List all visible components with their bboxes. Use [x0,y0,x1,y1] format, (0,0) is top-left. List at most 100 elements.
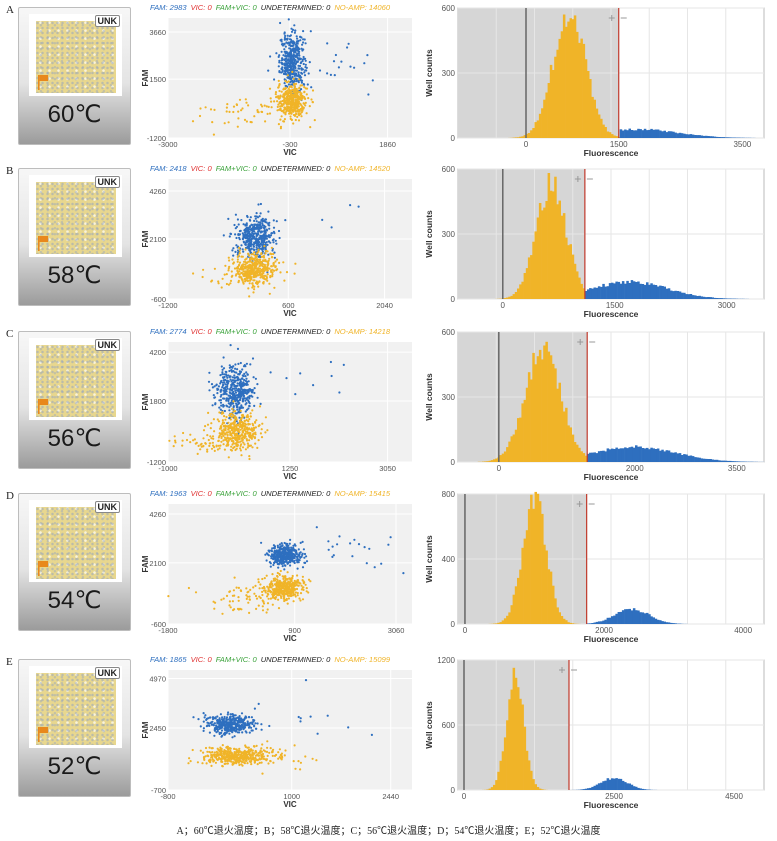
data-point [260,541,263,544]
data-point [285,578,289,581]
data-point [220,435,223,439]
data-point [222,597,225,600]
data-point [202,444,205,448]
data-point [387,543,390,546]
legend-undetermined: UNDETERMINED: 0 [261,327,331,336]
data-point [240,414,244,417]
threshold-handle-icon [608,15,627,21]
data-point [244,433,247,436]
data-point [290,591,293,594]
data-point [237,441,240,444]
data-point [188,757,191,760]
data-point [255,246,258,249]
data-point [237,400,240,404]
data-point [271,603,274,606]
no-amp-bar [497,622,500,624]
no-amp-bar [534,364,537,462]
data-point [238,390,241,393]
data-point [211,404,214,407]
fam-bar [656,619,660,624]
fam-bar [667,450,671,462]
no-amp-bar [521,547,524,624]
data-point [277,123,280,126]
fam-bar [733,461,736,462]
data-point [239,378,242,381]
no-amp-bar [576,444,579,462]
data-point [264,218,267,221]
data-point [267,762,270,765]
data-point [278,579,281,582]
fam-bar [713,297,717,299]
data-point [241,731,244,734]
data-point [277,97,281,100]
no-amp-bar [547,83,551,138]
data-point [221,419,224,422]
data-point [287,557,290,560]
legend-vic: VIC: 0 [191,489,213,498]
data-point [280,90,283,93]
data-point [266,112,269,115]
data-point [261,273,264,276]
data-point [275,242,278,245]
noamp-cluster [187,744,283,775]
threshold-handle-icon [574,176,593,182]
data-point [270,232,273,235]
data-point [264,237,267,240]
data-point [240,404,243,407]
data-point [255,727,258,730]
data-point [261,772,264,775]
no-amp-bar [558,38,561,138]
data-point [353,538,356,541]
fam-bar [587,453,590,462]
data-point [294,82,298,85]
data-point [297,110,300,113]
no-amp-bar [556,49,559,139]
data-point [246,442,249,445]
data-point [264,274,267,277]
data-point [235,750,238,753]
no-amp-bar [580,38,583,138]
data-point [220,749,223,752]
data-point [251,446,254,449]
data-point [232,370,235,373]
fam-bar [724,460,728,462]
data-point [227,121,230,124]
data-point [211,717,215,721]
data-point [243,420,246,423]
data-point [251,237,254,240]
data-point [287,18,290,21]
data-point [275,52,278,55]
no-amp-bar [567,622,570,624]
data-point [349,542,352,545]
data-point [227,256,230,259]
data-point [201,275,204,279]
data-point [205,718,208,721]
y-axis-label: Well counts [424,49,434,97]
data-point [337,66,340,69]
no-amp-bar [512,434,516,462]
data-point [257,702,260,705]
data-point [254,261,257,264]
data-point [294,29,297,32]
data-point [253,241,256,244]
fam-bar [707,297,710,299]
data-point [242,415,245,418]
no-amp-bar [541,210,544,299]
data-point [230,751,233,754]
no-amp-bar [578,277,581,299]
temperature-label: 60℃ [47,101,102,128]
fam-bar [715,298,719,299]
data-point [289,100,292,103]
data-point [288,38,292,41]
data-point [257,250,260,253]
data-point [219,444,222,447]
data-point [267,240,270,243]
data-point [303,83,306,86]
data-point [294,767,297,770]
data-point [295,60,298,64]
data-point [270,581,273,584]
data-point [280,584,283,587]
data-point [262,280,265,284]
data-point [283,279,286,282]
data-point [256,232,259,235]
